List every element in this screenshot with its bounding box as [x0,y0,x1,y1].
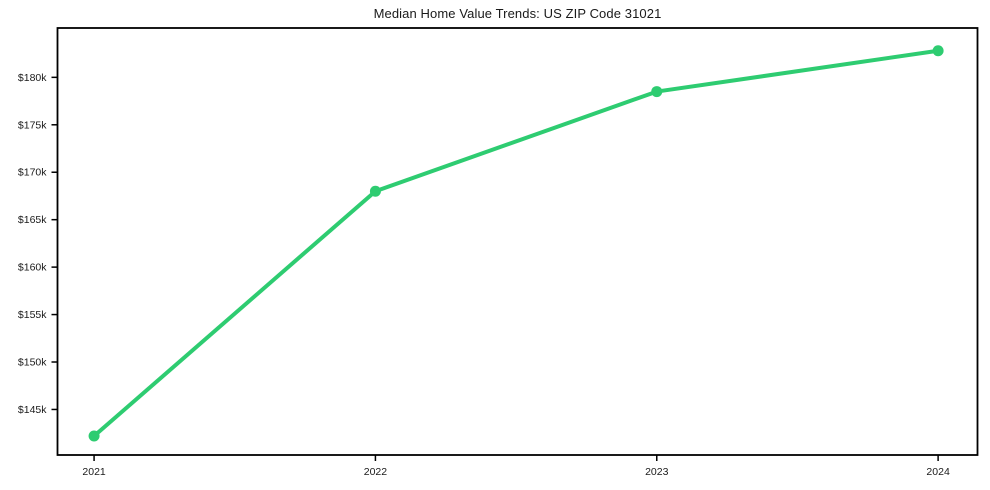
y-axis-tick-label: $180k [18,72,47,84]
y-axis-tick-label: $160k [18,262,47,274]
x-axis-tick-label: 2024 [926,466,950,478]
y-axis-tick-label: $145k [18,404,47,416]
y-axis-tick-label: $175k [18,119,47,131]
data-point-marker [932,45,944,57]
x-axis-tick-label: 2021 [82,466,106,478]
data-point-marker [651,86,663,98]
trend-line [92,48,941,439]
data-point-marker [369,185,381,197]
chart-title: Median Home Value Trends: US ZIP Code 31… [373,6,662,21]
x-axis-tick-label: 2023 [645,466,669,478]
y-axis-tick-label: $170k [18,167,47,179]
x-axis-tick-label: 2022 [364,466,388,478]
y-axis-tick-label: $150k [18,357,47,369]
plot-frame [56,27,979,456]
y-axis-tick-label: $165k [18,214,47,226]
y-axis-tick-label: $155k [18,309,47,321]
data-point-marker [88,430,100,442]
